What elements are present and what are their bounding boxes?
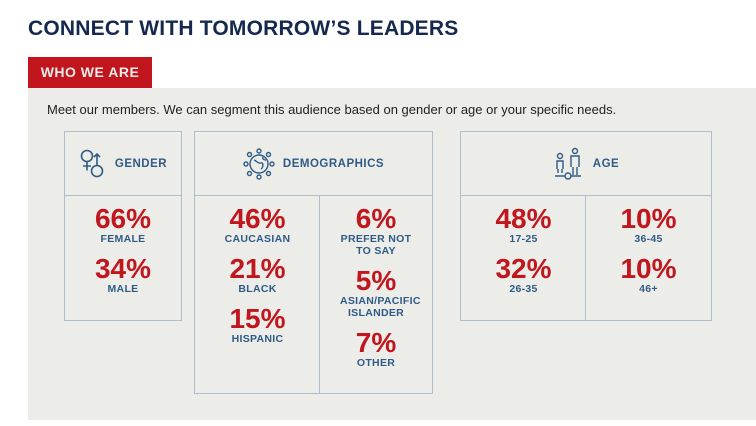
stat-label: FEMALE: [100, 233, 146, 245]
stat-label: 17-25: [509, 233, 538, 245]
stat-value: 46%: [229, 203, 286, 234]
stat-label: MALE: [107, 283, 139, 295]
page-title: CONNECT WITH TOMORROW’S LEADERS: [28, 17, 459, 40]
gender-card: GENDER 66% FEMALE 34% MALE: [64, 131, 182, 321]
stat-label: ASIAN/PACIFIC ISLANDER: [340, 295, 421, 319]
stat-label: OTHER: [356, 357, 396, 369]
stat-value: 48%: [495, 203, 552, 234]
stat-label: CAUCASIAN: [224, 233, 291, 245]
demographics-label: DEMOGRAPHICS: [282, 157, 385, 170]
stat-label: BLACK: [238, 283, 277, 295]
age-header: AGE: [461, 132, 711, 196]
gender-label: GENDER: [114, 157, 168, 170]
stat-label: HISPANIC: [231, 333, 284, 345]
gender-header: GENDER: [65, 132, 181, 196]
stat-value: 15%: [229, 303, 286, 334]
stat-value: 7%: [355, 327, 397, 358]
demographics-header: DEMOGRAPHICS: [195, 132, 432, 196]
stat-label: 26-35: [509, 283, 538, 295]
gender-icon: [79, 148, 107, 180]
stat-label: 46+: [639, 283, 658, 295]
stat-label: 36-45: [634, 233, 663, 245]
demographics-card: DEMOGRAPHICS 46% CAUCASIAN 21% BLACK 15%…: [194, 131, 433, 394]
section-tab-who-we-are: WHO WE ARE: [28, 57, 152, 88]
stat-value: 34%: [94, 253, 152, 284]
content-panel: [28, 88, 756, 420]
intro-text: Meet our members. We can segment this au…: [47, 102, 617, 117]
age-card: AGE 48% 17-25 32% 26-35 10% 36-45 10% 46…: [460, 131, 712, 321]
stat-value: 32%: [495, 253, 552, 284]
stat-value: 5%: [355, 265, 397, 296]
stat-value: 21%: [229, 253, 286, 284]
globe-people-icon: [243, 147, 275, 180]
stat-value: 10%: [620, 253, 677, 284]
stat-value: 6%: [355, 203, 397, 234]
stat-label: PREFER NOT TO SAY: [340, 233, 412, 257]
family-age-icon: [553, 147, 585, 181]
stat-value: 10%: [620, 203, 677, 234]
age-label: AGE: [592, 157, 620, 170]
stat-value: 66%: [94, 203, 152, 234]
